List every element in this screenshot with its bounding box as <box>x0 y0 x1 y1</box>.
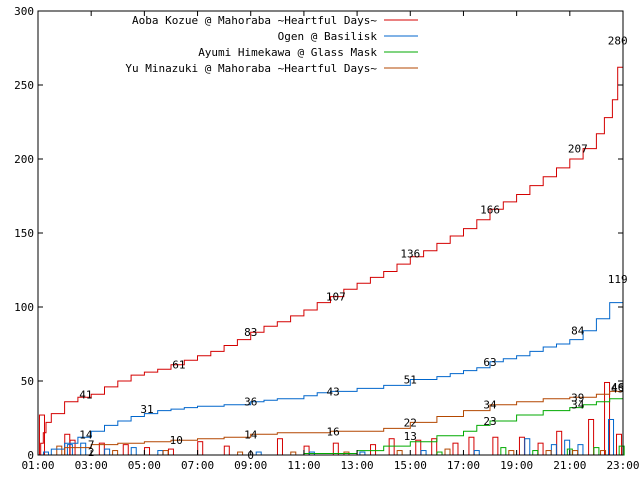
y-tick-label: 100 <box>14 301 34 314</box>
data-label-aoba-kozue-mahoraba-heartful-days: 166 <box>480 203 500 216</box>
bar-ogen-basilisk <box>157 450 164 456</box>
data-label-yu-minazuki-mahoraba-heartful-days: 22 <box>404 416 417 429</box>
y-tick-label: 50 <box>21 375 34 388</box>
bar-yu-minazuki-mahoraba-heartful-days <box>444 448 451 456</box>
bar-yu-minazuki-mahoraba-heartful-days <box>508 450 515 456</box>
bar-yu-minazuki-mahoraba-heartful-days <box>572 450 579 456</box>
x-tick-label: 19:00 <box>500 459 533 472</box>
x-tick-label: 23:00 <box>606 459 639 472</box>
data-label-yu-minazuki-mahoraba-heartful-days: 46 <box>611 381 624 394</box>
data-label-ogen-basilisk: 51 <box>404 374 417 387</box>
legend-label: Ayumi Himekawa @ Glass Mask <box>198 46 377 59</box>
bar-aoba-kozue-mahoraba-heartful-days <box>492 436 499 456</box>
data-label-yu-minazuki-mahoraba-heartful-days: 16 <box>327 425 340 438</box>
bar-ayumi-himekawa-glass-mask <box>593 447 600 456</box>
bar-aoba-kozue-mahoraba-heartful-days <box>370 444 377 456</box>
bar-ogen-basilisk <box>130 447 137 456</box>
series-line-ogen-basilisk <box>38 278 624 456</box>
data-label-ogen-basilisk: 31 <box>140 403 153 416</box>
bar-yu-minazuki-mahoraba-heartful-days <box>396 450 403 456</box>
bar-aoba-kozue-mahoraba-heartful-days <box>197 441 204 456</box>
x-tick-label: 13:00 <box>341 459 374 472</box>
axis-ticks: 0 50 100 150 200 250 300 01:00 03:00 05:00 07:00 09… <box>14 5 639 472</box>
bar-aoba-kozue-mahoraba-heartful-days <box>537 442 544 456</box>
data-label-ayumi-himekawa-glass-mask: 45 <box>611 382 624 395</box>
data-label-aoba-kozue-mahoraba-heartful-days: 61 <box>172 359 185 372</box>
bar-yu-minazuki-mahoraba-heartful-days <box>56 445 63 456</box>
x-tick-label: 11:00 <box>287 459 320 472</box>
bar-ayumi-himekawa-glass-mask <box>532 450 539 456</box>
bar-aoba-kozue-mahoraba-heartful-days <box>556 430 563 456</box>
bar-ogen-basilisk <box>80 442 87 456</box>
bar-ogen-basilisk <box>524 438 531 456</box>
data-label-ayumi-himekawa-glass-mask: 23 <box>483 415 496 428</box>
bar-aoba-kozue-mahoraba-heartful-days <box>588 418 595 456</box>
bar-aoba-kozue-mahoraba-heartful-days <box>388 438 395 456</box>
legend-label: Yu Minazuki @ Mahoraba ~Heartful Days~ <box>125 62 377 75</box>
x-tick-label: 01:00 <box>21 459 54 472</box>
bar-aoba-kozue-mahoraba-heartful-days <box>144 447 151 456</box>
legend-label: Aoba Kozue @ Mahoraba ~Heartful Days~ <box>132 14 377 27</box>
bar-aoba-kozue-mahoraba-heartful-days <box>431 438 438 456</box>
y-tick-label: 200 <box>14 153 34 166</box>
x-tick-label: 05:00 <box>128 459 161 472</box>
data-label-ogen-basilisk: 14 <box>79 428 93 441</box>
series-line-aoba-kozue-mahoraba-heartful-days <box>38 40 624 456</box>
bar-aoba-kozue-mahoraba-heartful-days <box>468 436 475 456</box>
x-tick-label: 07:00 <box>181 459 214 472</box>
data-label-yu-minazuki-mahoraba-heartful-days: 39 <box>571 391 584 404</box>
bar-yu-minazuki-mahoraba-heartful-days <box>162 450 169 456</box>
bar-aoba-kozue-mahoraba-heartful-days <box>167 448 174 456</box>
bar-ogen-basilisk <box>104 448 111 456</box>
data-label-aoba-kozue-mahoraba-heartful-days: 280 <box>608 35 628 48</box>
data-labels-layer: 4161831071361662072801431364351638411920… <box>79 35 627 462</box>
data-label-aoba-kozue-mahoraba-heartful-days: 41 <box>79 388 92 401</box>
y-tick-label: 0 <box>27 449 34 462</box>
x-tick-label: 15:00 <box>394 459 427 472</box>
bar-ogen-basilisk <box>550 444 557 456</box>
bar-aoba-kozue-mahoraba-heartful-days <box>223 445 230 456</box>
data-label-ayumi-himekawa-glass-mask: 13 <box>404 430 417 443</box>
bar-aoba-kozue-mahoraba-heartful-days <box>452 442 459 456</box>
data-label-aoba-kozue-mahoraba-heartful-days: 107 <box>326 291 346 304</box>
data-label-ayumi-himekawa-glass-mask: 34 <box>571 399 585 412</box>
bar-yu-minazuki-mahoraba-heartful-days <box>112 450 119 456</box>
y-tick-label: 150 <box>14 227 34 240</box>
data-label-ogen-basilisk: 84 <box>571 325 585 338</box>
x-tick-label: 03:00 <box>75 459 108 472</box>
x-tick-label: 09:00 <box>234 459 267 472</box>
data-label-aoba-kozue-mahoraba-heartful-days: 83 <box>244 326 257 339</box>
data-label-yu-minazuki-mahoraba-heartful-days: 10 <box>170 434 183 447</box>
x-tick-label: 17:00 <box>447 459 480 472</box>
bar-aoba-kozue-mahoraba-heartful-days <box>122 444 129 456</box>
data-label-yu-minazuki-mahoraba-heartful-days: 34 <box>483 399 497 412</box>
data-label-aoba-kozue-mahoraba-heartful-days: 207 <box>568 143 588 156</box>
data-label-yu-minazuki-mahoraba-heartful-days: 14 <box>244 428 258 441</box>
data-label-ogen-basilisk: 36 <box>244 396 257 409</box>
bar-ogen-basilisk <box>577 444 584 456</box>
data-label-aoba-kozue-mahoraba-heartful-days: 136 <box>400 248 420 261</box>
bar-aoba-kozue-mahoraba-heartful-days <box>518 436 525 456</box>
y-tick-label: 300 <box>14 5 34 18</box>
legend: Aoba Kozue @ Mahoraba ~Heartful Days~ Oge… <box>125 14 418 75</box>
data-label-ogen-basilisk: 63 <box>483 356 496 369</box>
legend-label: Ogen @ Basilisk <box>278 30 378 43</box>
data-label-ogen-basilisk: 119 <box>608 273 628 286</box>
bar-aoba-kozue-mahoraba-heartful-days <box>276 438 283 456</box>
bar-yu-minazuki-mahoraba-heartful-days <box>545 450 552 456</box>
bar-ogen-basilisk <box>420 450 427 456</box>
bar-ayumi-himekawa-glass-mask <box>500 447 507 456</box>
data-label-yu-minazuki-mahoraba-heartful-days: 7 <box>88 439 95 452</box>
data-label-ogen-basilisk: 43 <box>327 385 340 398</box>
y-tick-label: 250 <box>14 79 34 92</box>
x-tick-label: 21:00 <box>553 459 586 472</box>
series-line-yu-minazuki-mahoraba-heartful-days <box>38 386 624 456</box>
bar-ogen-basilisk <box>473 450 480 456</box>
